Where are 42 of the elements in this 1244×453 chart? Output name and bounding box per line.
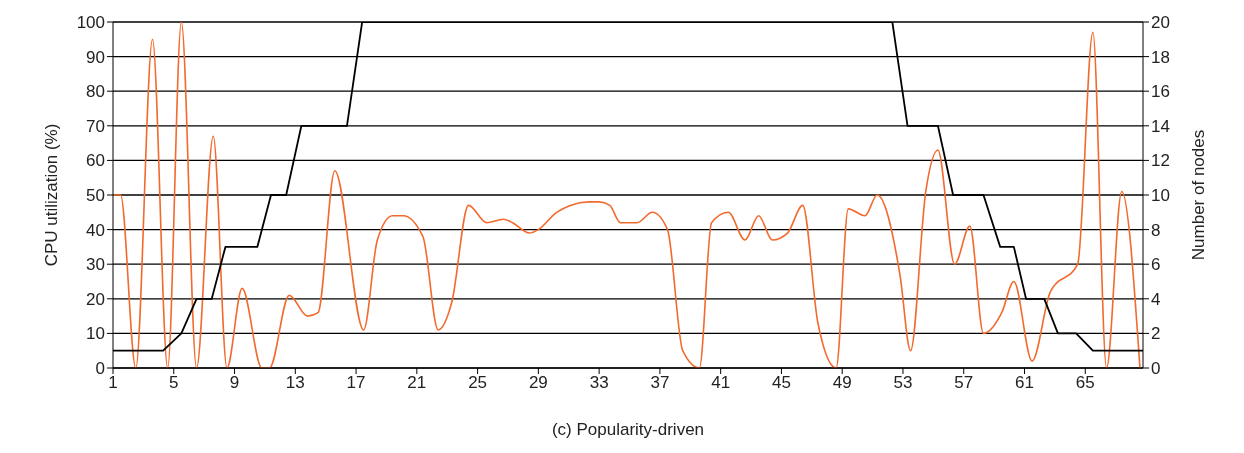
x-tick-label: 1 <box>108 373 118 393</box>
y-tick-label: 0 <box>95 359 105 379</box>
x-axis-title: (c) Popularity-driven <box>551 420 705 440</box>
x-tick-label: 57 <box>954 373 974 393</box>
y2-tick-label: 10 <box>1151 186 1170 206</box>
y-tick-label: 80 <box>86 82 105 102</box>
x-tick-label: 41 <box>711 373 731 393</box>
x-tick-label: 29 <box>528 373 548 393</box>
x-tick-label: 53 <box>893 373 913 393</box>
y-tick-label: 30 <box>86 255 105 275</box>
x-tick-label: 37 <box>650 373 670 393</box>
y-tick-label: 40 <box>86 220 105 240</box>
x-tick-label: 13 <box>285 373 305 393</box>
y2-tick-label: 16 <box>1151 82 1170 102</box>
y2-tick-label: 4 <box>1151 289 1161 309</box>
y-tick-label: 90 <box>86 47 105 67</box>
x-tick-label: 49 <box>832 373 852 393</box>
y-tick-label: 70 <box>86 116 105 136</box>
y2-tick-label: 12 <box>1151 151 1170 171</box>
y2-tick-label: 18 <box>1151 47 1170 67</box>
x-tick-label: 9 <box>229 373 240 393</box>
y-tick-label: 20 <box>86 289 105 309</box>
x-tick-label: 5 <box>169 373 179 393</box>
y2-tick-label: 8 <box>1151 220 1161 240</box>
x-tick-label: 17 <box>346 373 366 393</box>
y-tick-label: 100 <box>76 13 105 33</box>
y2-axis-title: Number of nodes <box>1189 129 1209 261</box>
y-tick-label: 50 <box>86 186 105 206</box>
x-tick-label: 45 <box>771 373 791 393</box>
y2-tick-label: 20 <box>1151 13 1170 33</box>
y-tick-label: 60 <box>86 151 105 171</box>
y-axis-title: CPU utilization (%) <box>42 123 62 267</box>
x-tick-label: 65 <box>1075 373 1095 393</box>
y-tick-label: 10 <box>86 324 105 344</box>
x-tick-label: 61 <box>1015 373 1034 393</box>
x-tick-label: 21 <box>407 373 427 393</box>
y2-tick-label: 0 <box>1151 359 1161 379</box>
y2-tick-label: 2 <box>1151 324 1161 344</box>
x-tick-label: 33 <box>589 373 609 393</box>
y2-tick-label: 14 <box>1151 116 1170 136</box>
y2-tick-label: 6 <box>1151 255 1161 275</box>
x-tick-label: 25 <box>468 373 488 393</box>
